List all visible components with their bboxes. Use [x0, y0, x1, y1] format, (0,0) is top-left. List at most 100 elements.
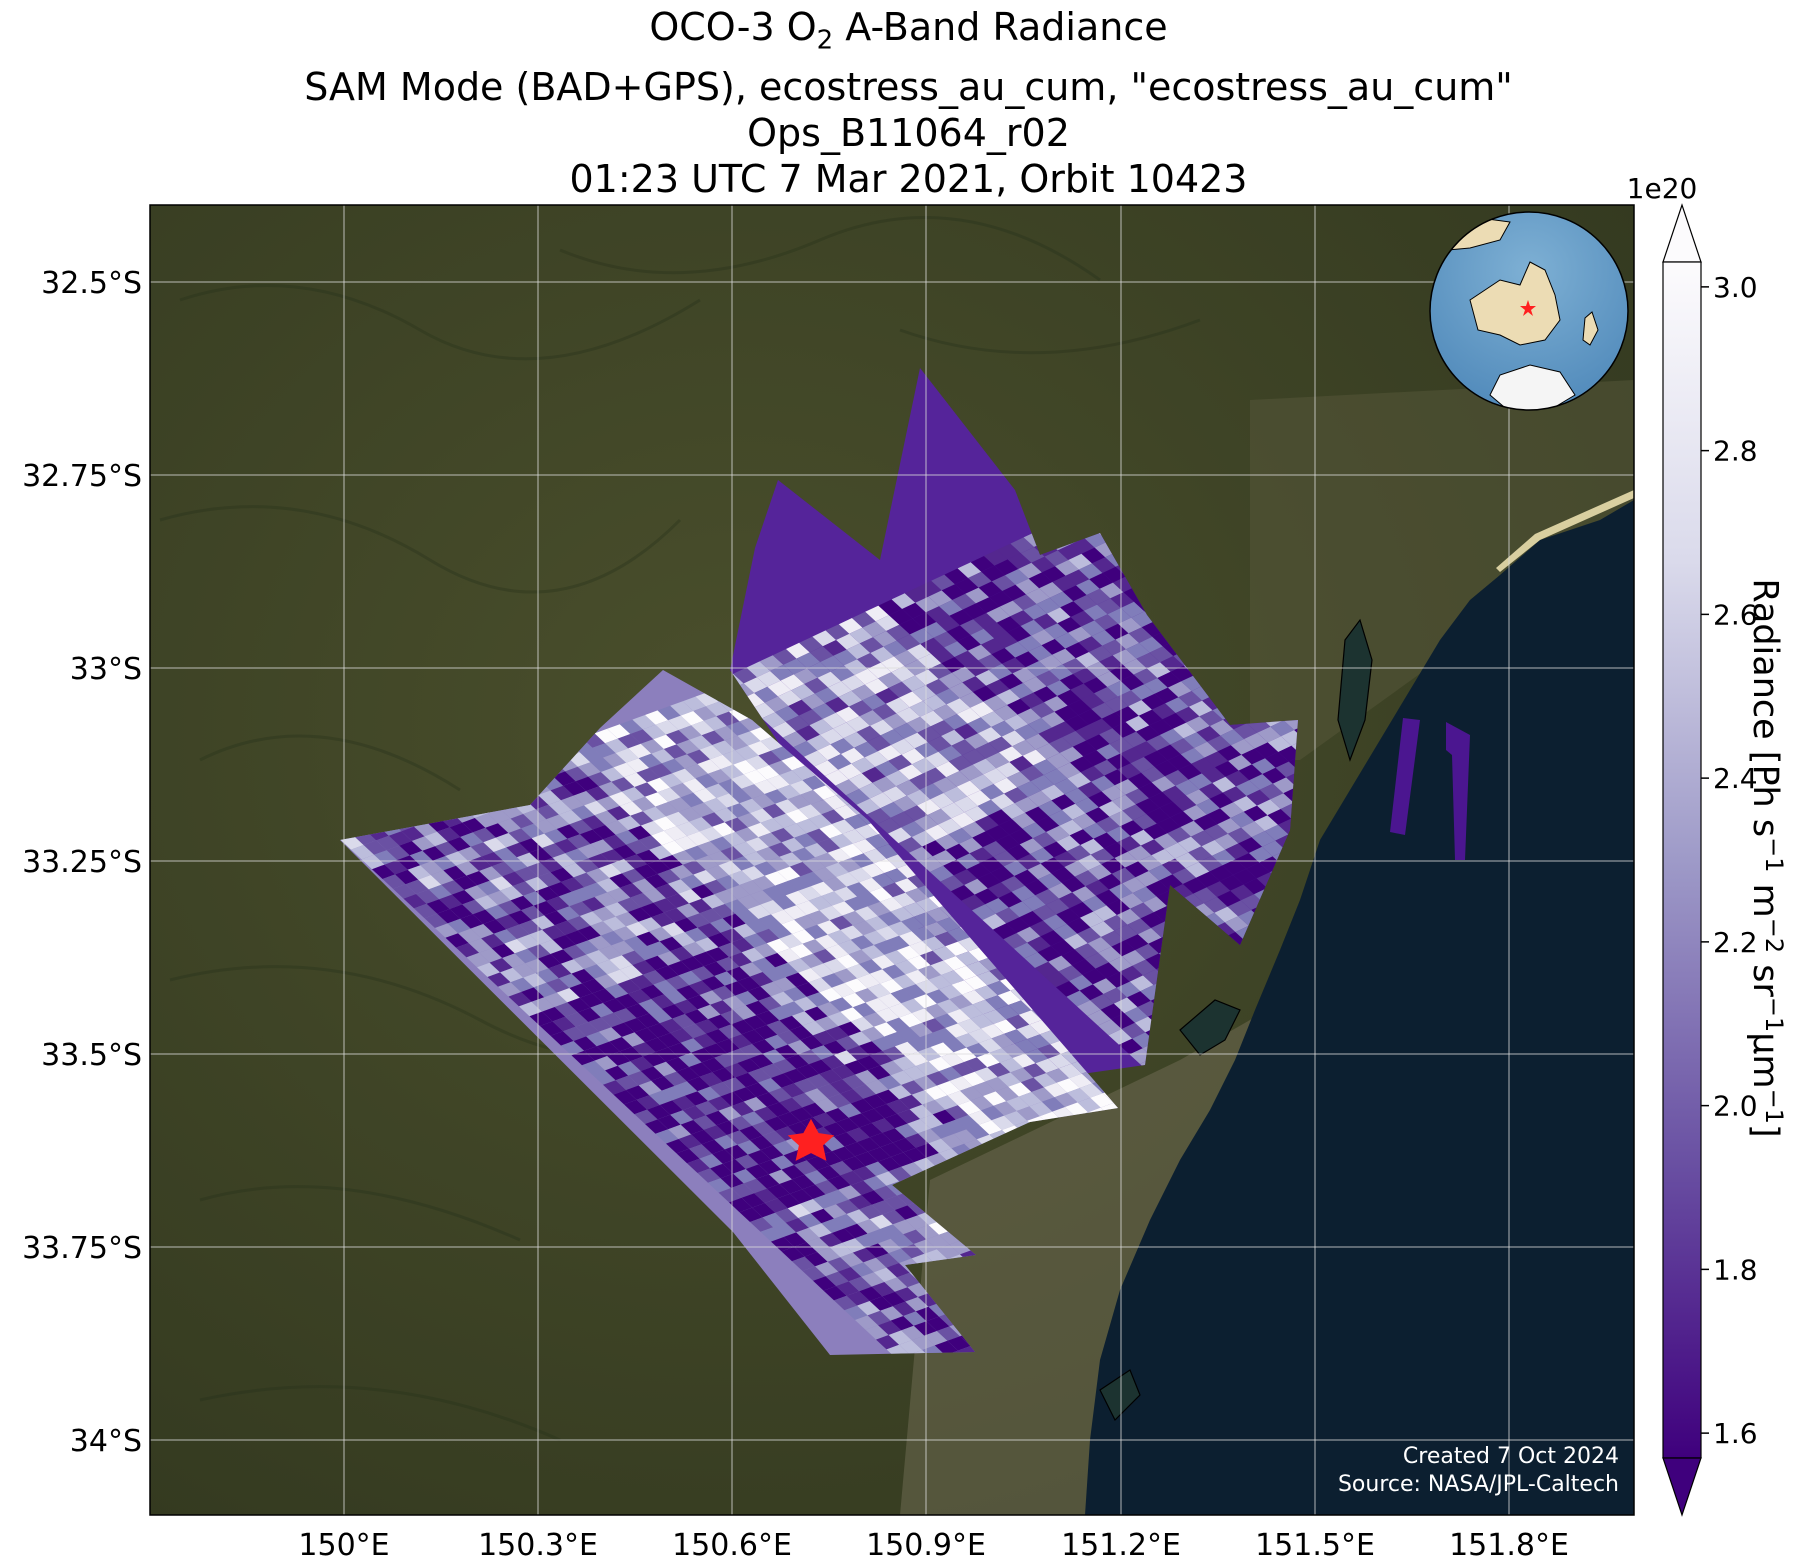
swath-pixel: [1075, 652, 1100, 668]
swath-pixel: [1243, 805, 1268, 822]
swath-pixel: [802, 1021, 826, 1036]
swath-pixel: [873, 1185, 897, 1201]
swath-pixel: [903, 1311, 927, 1326]
swath-pixel: [888, 754, 912, 771]
swath-pixel: [1077, 1000, 1101, 1016]
swath-pixel: [1141, 766, 1165, 783]
swath-pixel: [798, 968, 822, 983]
swath-pixel: [689, 980, 713, 995]
swath-pixel: [1003, 933, 1028, 949]
swath-pixel: [1199, 710, 1224, 726]
swath-pixel: [684, 764, 708, 779]
swath-pixel: [875, 688, 900, 704]
swath-pixel: [1131, 611, 1155, 628]
swath-pixel: [645, 874, 669, 889]
swath-pixel: [1066, 917, 1091, 934]
swath-pixel: [913, 1075, 937, 1091]
swath-pixel: [651, 912, 675, 927]
swath-pixel: [626, 758, 650, 773]
swath-pixel: [575, 1022, 599, 1037]
swath-pixel: [1031, 1087, 1055, 1102]
swath-pixel: [1007, 553, 1032, 569]
swath-pixel: [1143, 750, 1168, 767]
swath-pixel: [794, 1242, 818, 1257]
swath-pixel: [781, 756, 805, 771]
swath-pixel: [718, 942, 742, 957]
swath-pixel: [867, 662, 892, 679]
swath-pixel: [1058, 1063, 1082, 1079]
swath-pixel: [550, 785, 574, 801]
swath-pixel: [697, 923, 721, 938]
swath-pixel: [1116, 908, 1141, 925]
swath-pixel: [877, 817, 902, 834]
swath-pixel: [997, 1072, 1021, 1087]
swath-pixel: [649, 763, 673, 778]
swath-pixel: [857, 1301, 881, 1316]
source-credit: Source: NASA/JPL-Caltech: [1337, 1472, 1619, 1497]
swath-pixel: [760, 818, 784, 833]
swath-pixel: [781, 1083, 805, 1098]
swath-pixel: [991, 575, 1016, 591]
swath-pixel: [1015, 651, 1039, 668]
swath-pixel: [527, 944, 551, 959]
swath-pixel: [918, 1292, 942, 1307]
swath-pixel: [859, 1041, 883, 1056]
swath-pixel: [1095, 962, 1120, 979]
swath-pixel: [873, 1022, 897, 1037]
swath-pixel: [432, 856, 456, 871]
swath-pixel: [699, 745, 723, 760]
swath-pixel: [1064, 933, 1088, 950]
swath-pixel: [621, 787, 645, 802]
swath-pixel: [823, 958, 847, 974]
swath-pixel: [957, 1018, 981, 1034]
swath-pixel: [951, 980, 975, 995]
swath-pixel: [600, 849, 624, 864]
swath-pixel: [630, 729, 654, 744]
swath-pixel: [672, 768, 696, 783]
swath-pixel: [865, 916, 889, 931]
swath-pixel: [1017, 635, 1042, 652]
swath-pixel: [752, 794, 776, 809]
swath-pixel: [855, 1315, 879, 1330]
swath-pixel: [399, 841, 423, 856]
swath-pixel: [603, 1080, 627, 1095]
swath-pixel: [495, 833, 519, 848]
swath-pixel: [630, 893, 654, 908]
swath-pixel: [1004, 787, 1028, 804]
swath-pixel: [1129, 975, 1154, 992]
swath-pixel: [1056, 762, 1081, 779]
swath-pixel: [747, 822, 771, 838]
swath-pixel: [1108, 1029, 1133, 1045]
swath-pixel: [582, 978, 606, 994]
swath-pixel: [842, 1074, 866, 1089]
swath-pixel: [945, 1105, 969, 1120]
swath-pixel: [804, 1006, 828, 1021]
swath-pixel: [886, 624, 910, 641]
swath-pixel: [848, 1195, 872, 1210]
swath-pixel: [996, 616, 1021, 633]
swath-pixel: [1086, 734, 1110, 751]
swath-pixel: [1054, 705, 1079, 722]
swath-pixel: [1099, 582, 1124, 599]
swath-pixel: [630, 1056, 654, 1071]
swath-pixel: [640, 902, 664, 918]
swath-pixel: [952, 593, 976, 610]
swath-pixel: [831, 1228, 855, 1243]
swath-pixel: [468, 938, 492, 953]
swath-pixel: [703, 798, 727, 813]
swath-pixel: [890, 1316, 914, 1331]
swath-pixel: [1026, 588, 1050, 604]
swath-pixel: [693, 788, 717, 803]
swath-pixel: [998, 819, 1023, 835]
swath-pixel: [925, 679, 950, 695]
swath-pixel: [809, 719, 834, 735]
swath-pixel: [1027, 863, 1052, 880]
swath-pixel: [676, 821, 700, 836]
swath-pixel: [959, 764, 984, 781]
swath-pixel: [1030, 847, 1054, 864]
swath-pixel: [1041, 784, 1065, 801]
swath-pixel: [869, 1051, 893, 1066]
swath-pixel: [1106, 826, 1131, 843]
swath-pixel: [893, 795, 918, 812]
swath-pixel: [743, 851, 767, 866]
